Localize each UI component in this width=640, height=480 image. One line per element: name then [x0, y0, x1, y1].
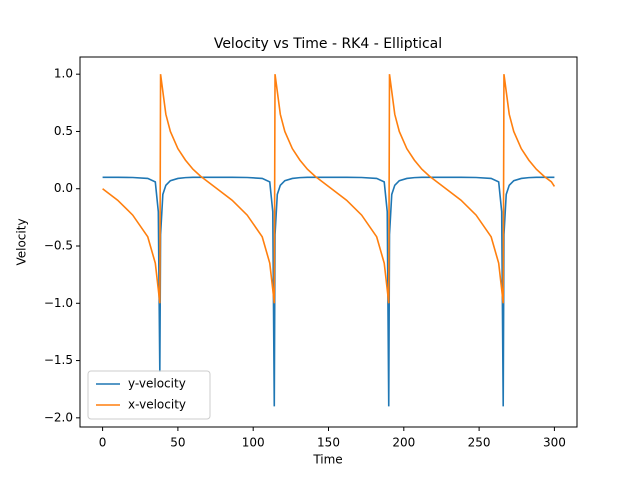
x-axis-label: Time — [312, 453, 342, 467]
y-tick-label: −0.5 — [44, 239, 73, 253]
x-tick-label: 0 — [99, 436, 107, 450]
x-tick-label: 250 — [468, 436, 491, 450]
y-axis-label: Velocity — [15, 218, 29, 265]
y-tick-label: −1.5 — [44, 353, 73, 367]
x-tick-label: 200 — [392, 436, 415, 450]
y-tick-label: 0.0 — [54, 181, 73, 195]
x-tick-label: 50 — [170, 436, 185, 450]
y-tick-label: −2.0 — [44, 410, 73, 424]
x-tick-label: 150 — [317, 436, 340, 450]
legend-label: y-velocity — [128, 377, 186, 391]
y-tick-label: 0.5 — [54, 124, 73, 138]
legend-box — [87, 370, 211, 420]
line-series — [102, 176, 555, 407]
y-tick-label: −1.0 — [44, 296, 73, 310]
y-tick-label: 1.0 — [54, 67, 73, 81]
legend-label: x-velocity — [128, 398, 186, 412]
x-tick-label: 100 — [242, 436, 265, 450]
chart-title: Velocity vs Time - RK4 - Elliptical — [214, 36, 442, 52]
axes-frame — [79, 56, 578, 428]
x-tick-label: 300 — [543, 436, 566, 450]
line-series — [102, 74, 556, 304]
